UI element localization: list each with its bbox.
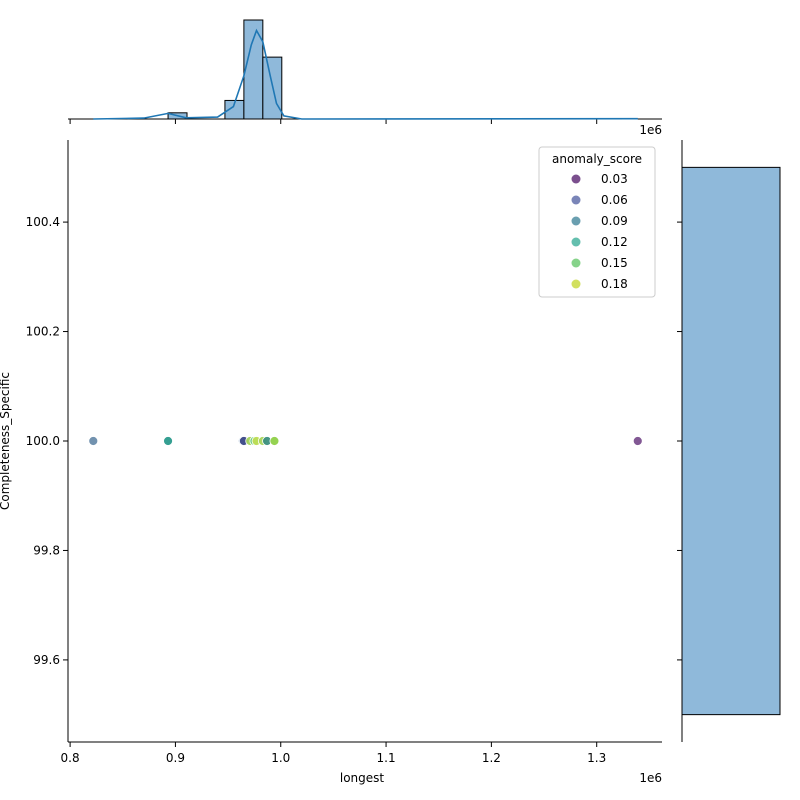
legend-label: 0.18 [601, 277, 628, 291]
right-marginal-histogram [677, 140, 781, 742]
scatter-point [632, 436, 643, 446]
x-tick-label: 0.8 [61, 751, 80, 765]
y-tick-label: 100.2 [26, 325, 60, 339]
y-tick-label: 99.6 [33, 653, 60, 667]
x-offset-label: 1e6 [639, 771, 662, 785]
top-histogram-bar [243, 19, 264, 120]
legend-marker [571, 279, 581, 289]
main-scatter-axes: 0.8 0.9 1.0 1.1 1.2 1.3 99.6 99.8 100.0 100.2 100.… [0, 140, 662, 785]
legend-marker [571, 216, 581, 226]
right-histogram-bar [681, 166, 781, 716]
x-tick-label: 0.9 [166, 751, 185, 765]
x-tick-label: 1.0 [271, 751, 290, 765]
x-tick-label: 1.2 [482, 751, 501, 765]
legend-marker [571, 237, 581, 247]
legend-marker [571, 258, 581, 268]
y-tick-label: 100.4 [26, 215, 60, 229]
legend: anomaly_score 0.03 0.06 0.09 0.12 0.15 0.18 [538, 146, 656, 298]
legend-box [538, 146, 656, 298]
top-marginal-histogram: 1e6 [68, 19, 662, 137]
legend-label: 0.15 [601, 256, 628, 270]
y-tick-label: 99.8 [33, 543, 60, 557]
legend-label: 0.06 [601, 193, 628, 207]
legend-label: 0.09 [601, 214, 628, 228]
scatter-point [269, 436, 280, 446]
x-axis-label: longest [340, 771, 385, 785]
scatter-point [163, 436, 173, 446]
legend-label: 0.03 [601, 172, 628, 186]
y-tick-label: 100.0 [26, 434, 60, 448]
top-offset-label: 1e6 [639, 123, 662, 137]
y-axis-label: Completeness_Specific [0, 372, 12, 510]
legend-marker [571, 174, 581, 184]
legend-label: 0.12 [601, 235, 628, 249]
x-tick-label: 1.1 [377, 751, 396, 765]
legend-marker [571, 195, 581, 205]
scatter-point [88, 436, 99, 446]
x-tick-label: 1.3 [587, 751, 606, 765]
top-kde-curve [93, 28, 638, 120]
legend-title: anomaly_score [552, 152, 642, 166]
